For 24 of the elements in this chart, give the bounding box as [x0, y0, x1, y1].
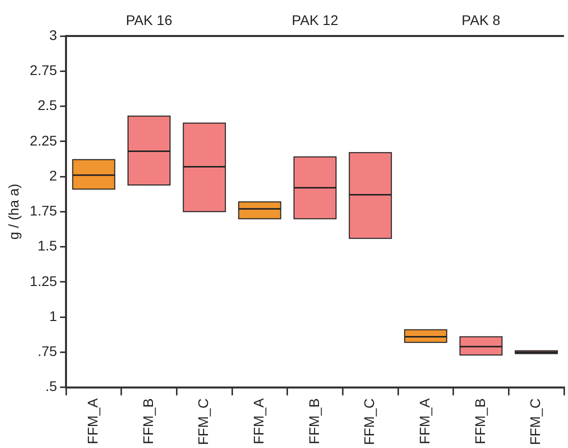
- text: PAK 16: [126, 12, 172, 28]
- text: PAK 8: [462, 12, 501, 28]
- x-tick-label: FFM_A: [416, 398, 433, 444]
- x-tick-label: FFM_A: [250, 398, 267, 444]
- y-tick-label: 2.5: [38, 97, 58, 114]
- y-tick-label: 1.5: [38, 238, 58, 254]
- y-tick-label: .5: [45, 378, 58, 394]
- y-tick-label: 2.25: [30, 132, 58, 148]
- x-tick-label: FFM_C: [195, 398, 212, 446]
- y-axis-title: g / (ha a): [5, 184, 22, 240]
- y-tick-label: 2.75: [30, 62, 58, 78]
- x-tick-label: FFM_C: [361, 398, 378, 446]
- x-tick-label: FFM_A: [84, 398, 101, 444]
- y-tick-label: .75: [38, 343, 58, 360]
- x-tick-label: FFM_C: [527, 398, 544, 446]
- y-tick-label: 2: [49, 167, 58, 184]
- y-tick-label: 1.25: [30, 272, 58, 289]
- y-tick-label: 3: [49, 26, 58, 43]
- y-tick-label: 1: [49, 308, 58, 324]
- x-tick-label: FFM_B: [306, 398, 322, 444]
- text: PAK 12: [292, 12, 338, 28]
- x-tick-label: FFM_B: [140, 398, 156, 444]
- x-tick-label: FFM_B: [472, 398, 488, 444]
- y-tick-label: 1.75: [30, 202, 58, 219]
